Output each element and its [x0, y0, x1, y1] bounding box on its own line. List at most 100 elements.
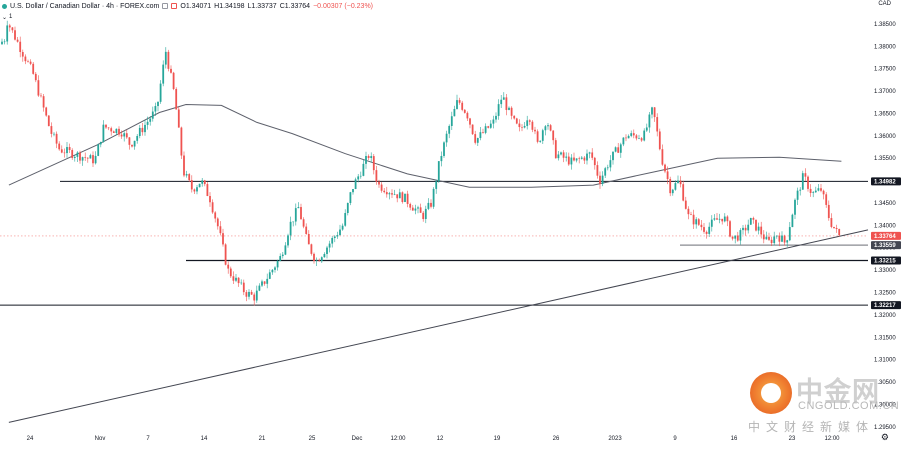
candle-body: [768, 236, 770, 240]
candle-body: [112, 131, 115, 133]
candle-body: [804, 173, 807, 177]
candle-body: [372, 156, 375, 171]
candle-body: [1, 41, 3, 45]
candle-body: [307, 233, 310, 245]
candle-body: [518, 123, 521, 128]
candle-body: [154, 106, 157, 112]
candle-body: [531, 121, 534, 130]
candle-body: [11, 27, 14, 31]
candle-body: [536, 131, 539, 142]
candle-body: [838, 229, 841, 236]
candle-body: [739, 230, 742, 241]
candle-body: [206, 184, 209, 197]
candle-body: [193, 189, 196, 192]
candle-body: [287, 235, 289, 246]
candle-body: [263, 281, 266, 284]
candle-body: [99, 141, 102, 145]
x-tick-label: 7: [146, 436, 150, 442]
candle-body: [833, 226, 835, 228]
candle-body: [3, 41, 6, 43]
indicator-toggle[interactable]: ⌄ 1: [2, 12, 12, 22]
candle-body: [453, 108, 456, 117]
candle-body: [157, 101, 159, 107]
candle-body: [294, 208, 297, 222]
candle-body: [354, 179, 357, 190]
candle-body: [190, 180, 193, 190]
level-price-tag: 1.33215: [874, 258, 896, 264]
candle-body: [362, 163, 365, 176]
candle-body: [406, 193, 409, 204]
candle-body: [742, 227, 744, 231]
candle-body: [159, 83, 162, 102]
candle-body: [502, 97, 505, 100]
candle-body: [814, 190, 817, 193]
candle-body: [214, 212, 217, 219]
candle-body: [118, 128, 120, 135]
candle-body: [765, 236, 768, 240]
level-price-tag-bg: [871, 301, 901, 310]
candles: [1, 20, 841, 306]
candle-body: [497, 104, 500, 116]
alert-icon[interactable]: [171, 3, 178, 9]
candle-body: [448, 125, 451, 134]
candle-body: [271, 269, 274, 273]
candle-body: [560, 152, 562, 155]
x-axis: 24 Nov 7 14 21 25 Dec 12:00 12 19 26 2023 9 16 23 12:00: [27, 436, 841, 442]
eye-icon[interactable]: [162, 3, 169, 9]
candle-body: [466, 112, 469, 119]
candle-body: [53, 133, 55, 135]
candle-body: [601, 175, 604, 184]
candle-body: [479, 132, 482, 139]
candle-body: [599, 175, 601, 184]
candle-body: [666, 171, 669, 179]
ohlc-low: L1.33737: [247, 2, 277, 10]
candle-body: [708, 226, 711, 234]
candle-body: [580, 157, 583, 159]
x-tick-label: 9: [673, 436, 677, 442]
last-price-tag: 1.33764: [874, 234, 896, 240]
candle-body: [136, 135, 139, 141]
candle-body: [328, 243, 331, 248]
candle-body: [144, 124, 146, 133]
gear-icon[interactable]: ⚙: [880, 432, 889, 442]
y-tick-label: 1.29500: [874, 425, 896, 431]
candle-body: [781, 235, 783, 242]
symbol-title[interactable]: U.S. Dollar / Canadian Dollar · 4h · FOR…: [10, 2, 160, 10]
candle-body: [383, 190, 386, 193]
candle-body: [175, 88, 178, 110]
candle-body: [612, 151, 614, 161]
candle-body: [648, 114, 651, 128]
candle-body: [614, 147, 617, 152]
candle-body: [333, 236, 336, 238]
candle-body: [528, 120, 531, 122]
candle-body: [172, 72, 175, 89]
candle-body: [450, 116, 453, 126]
candle-body: [133, 140, 136, 147]
candle-body: [700, 224, 703, 228]
candle-body: [73, 156, 76, 158]
candle-body: [289, 221, 292, 236]
candle-body: [235, 277, 237, 281]
candle-body: [32, 63, 35, 74]
currency-label[interactable]: CAD: [878, 1, 891, 7]
candle-body: [632, 133, 635, 136]
trendline: [8, 229, 869, 423]
candle-body: [817, 188, 820, 191]
candle-body: [645, 127, 648, 131]
x-tick-label: 12:00: [390, 436, 406, 442]
candle-body: [320, 257, 323, 262]
candle-body: [630, 133, 633, 136]
candle-body: [484, 126, 487, 133]
chevron-down-icon[interactable]: ⌄: [2, 14, 8, 21]
candle-body: [370, 156, 373, 159]
candle-body: [783, 235, 786, 243]
candle-body: [471, 124, 474, 135]
candle-body: [671, 189, 674, 194]
candle-body: [775, 235, 778, 237]
level-price-tag-bg: [871, 256, 901, 265]
candle-body: [591, 152, 594, 158]
candle-body: [474, 134, 477, 143]
candle-body: [801, 173, 804, 190]
